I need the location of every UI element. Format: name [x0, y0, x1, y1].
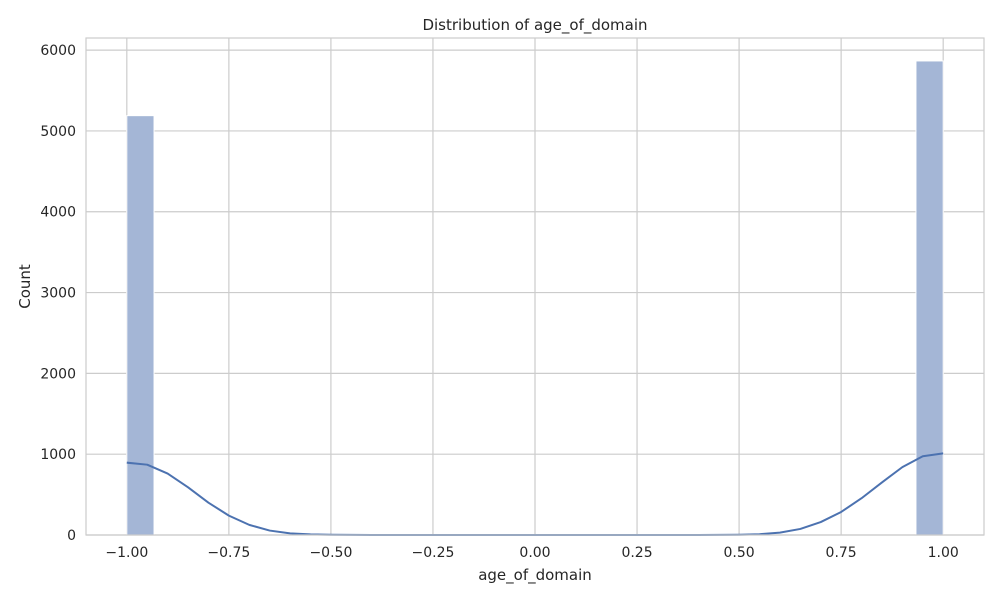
y-tick-label: 1000	[40, 447, 76, 463]
y-tick-label: 0	[67, 528, 76, 544]
x-axis-label: age_of_domain	[478, 566, 592, 585]
y-tick-label: 3000	[40, 286, 76, 302]
plot-frame	[85, 37, 985, 536]
x-tick-label: 1.00	[928, 545, 959, 561]
y-tick-label: 5000	[40, 124, 76, 140]
y-tick-label: 4000	[40, 205, 76, 221]
chart-title: Distribution of age_of_domain	[422, 16, 647, 35]
y-tick-label: 2000	[40, 366, 76, 382]
x-tick-label: 0.75	[826, 545, 857, 561]
x-tick-label: −0.75	[207, 545, 250, 561]
x-tick-label: 0.50	[724, 545, 755, 561]
x-tick-label: 0.25	[621, 545, 652, 561]
y-tick-labels: 0 1000 2000 3000 4000 5000 6000	[40, 43, 76, 544]
y-axis-label: Count	[16, 264, 34, 309]
x-tick-label: −0.25	[412, 545, 455, 561]
histogram-bar	[126, 115, 155, 536]
x-tick-label: −1.00	[105, 545, 148, 561]
x-tick-labels: −1.00 −0.75 −0.50 −0.25 0.00 0.25 0.50 0.75 1.00	[105, 545, 958, 561]
y-tick-label: 6000	[40, 43, 76, 59]
x-tick-label: −0.50	[309, 545, 352, 561]
histogram-bar	[915, 60, 944, 536]
grid	[86, 38, 984, 536]
x-tick-label: 0.00	[519, 545, 550, 561]
